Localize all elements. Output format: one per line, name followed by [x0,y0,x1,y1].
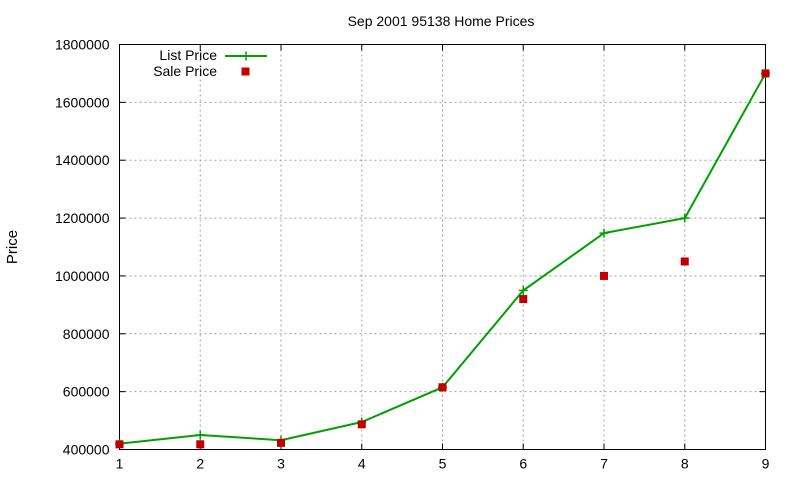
chart-title: Sep 2001 95138 Home Prices [348,13,535,29]
x-tick-label: 9 [762,456,770,472]
x-tick-label: 1 [116,456,124,472]
x-tick-label: 4 [358,456,366,472]
y-tick-label: 1000000 [55,268,110,284]
sale-price-point [680,257,689,266]
sale-price-point [115,440,124,449]
y-tick-label: 1600000 [55,94,110,110]
legend-marker-list-price [241,51,251,61]
x-tick-label: 3 [277,456,285,472]
x-tick-label: 2 [196,456,204,472]
legend: List Price Sale Price [153,47,267,79]
data-series [115,68,770,449]
legend-marker-sale-price [241,67,250,76]
legend-label-list-price: List Price [159,47,217,63]
y-tick-label: 1400000 [55,152,110,168]
y-tick-label: 1800000 [55,37,110,53]
sale-price-point [761,69,770,78]
list-price-point [599,228,609,238]
sale-price-point [600,271,608,280]
plot-frame [119,44,766,450]
x-tick-label: 5 [439,456,447,472]
list-price-point [518,285,528,295]
axis-ticks: 1 2 3 4 5 6 7 8 9 400000 600000 800000 1000000 120000… [55,37,770,472]
y-axis-label: Price [4,230,21,264]
list-price-point [195,430,205,440]
sale-price-point [519,295,528,304]
x-tick-label: 6 [519,456,527,472]
y-tick-label: 600000 [63,384,110,400]
sale-price-point [438,383,447,392]
sale-price-point [196,440,205,449]
list-price-point [680,213,690,223]
y-tick-label: 800000 [63,326,110,342]
x-tick-label: 8 [681,456,689,472]
y-tick-label: 1200000 [55,210,110,226]
legend-label-sale-price: Sale Price [153,63,217,79]
y-tick-label: 400000 [63,442,110,458]
x-tick-label: 7 [600,456,608,472]
sale-price-point [277,438,285,447]
sale-price-point [357,420,366,429]
